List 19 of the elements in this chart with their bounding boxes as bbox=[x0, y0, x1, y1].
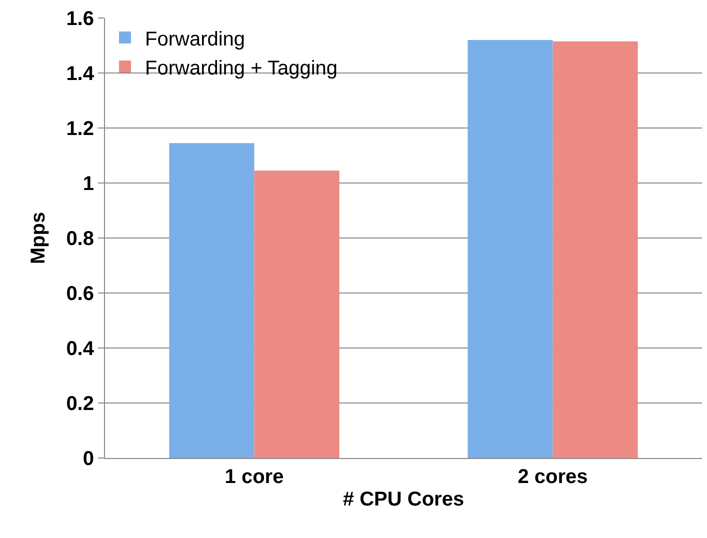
y-tick-label: 1.6 bbox=[66, 8, 94, 30]
y-tick-label: 0.8 bbox=[66, 228, 94, 250]
y-tick-label: 0.2 bbox=[66, 393, 94, 415]
y-tick-label: 0 bbox=[82, 448, 94, 470]
y-tick-label: 1 bbox=[82, 173, 94, 195]
x-axis-title: # CPU Cores bbox=[342, 488, 464, 510]
y-tick-label: 0.4 bbox=[66, 338, 95, 360]
x-tick-label: 1 core bbox=[224, 466, 284, 488]
y-tick-label: 1.4 bbox=[66, 63, 95, 85]
legend-label: Forwarding bbox=[145, 28, 246, 50]
legend-label: Forwarding + Tagging bbox=[145, 57, 338, 80]
x-tick-label: 2 cores bbox=[518, 466, 588, 488]
y-tick-label: 1.2 bbox=[66, 118, 94, 140]
y-tick-label: 0.6 bbox=[66, 283, 94, 305]
y-axis-title: Mpps bbox=[28, 212, 50, 264]
bar bbox=[552, 41, 638, 458]
bar bbox=[169, 143, 254, 458]
bar bbox=[468, 40, 553, 458]
bar bbox=[254, 170, 340, 458]
